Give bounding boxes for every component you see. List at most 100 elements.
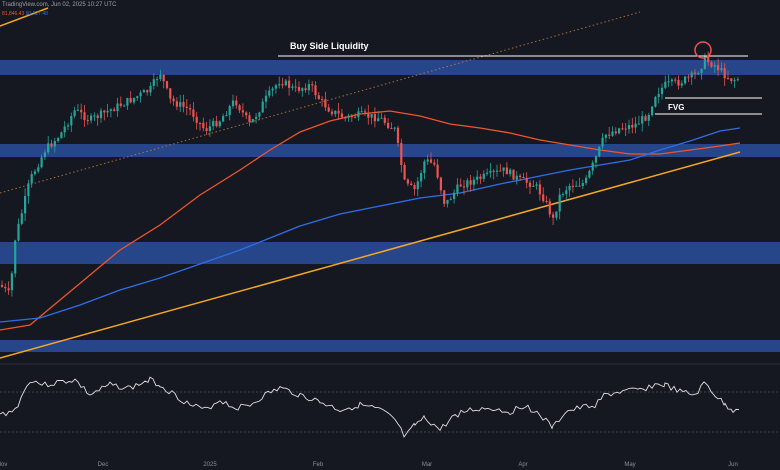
x-tick-may: May xyxy=(624,462,635,468)
candle-body-20 xyxy=(63,126,66,133)
candle-body-149 xyxy=(489,170,492,173)
candle-body-109 xyxy=(357,111,360,118)
candle-body-155 xyxy=(509,169,512,175)
candle-body-122 xyxy=(400,143,403,165)
candle-body-167 xyxy=(548,201,551,215)
candle-body-50 xyxy=(162,74,165,82)
candle-body-63 xyxy=(205,128,208,131)
candle-body-177 xyxy=(581,183,584,186)
candle-body-86 xyxy=(281,84,284,86)
x-tick-feb: Feb xyxy=(313,462,324,468)
candle-body-204 xyxy=(670,79,673,82)
candle-body-111 xyxy=(363,111,367,113)
candle-body-184 xyxy=(604,134,607,138)
candle-body-95 xyxy=(311,84,314,86)
candle-body-98 xyxy=(321,99,324,101)
candle-body-188 xyxy=(618,128,621,134)
candle-body-145 xyxy=(476,176,479,180)
candle-body-112 xyxy=(367,112,370,118)
candle-body-15 xyxy=(47,143,50,153)
zone-2 xyxy=(0,144,780,157)
candle-body-60 xyxy=(195,116,198,123)
fvg-label: FVG xyxy=(668,103,684,112)
candle-body-66 xyxy=(215,120,218,127)
candle-body-5 xyxy=(14,240,17,274)
candle-body-223 xyxy=(733,80,736,82)
candle-body-69 xyxy=(225,115,228,117)
candle-body-6 xyxy=(17,223,20,241)
candle-body-30 xyxy=(96,115,99,118)
candle-body-85 xyxy=(278,84,281,86)
candle-body-14 xyxy=(43,152,46,158)
candle-body-165 xyxy=(542,194,545,201)
candle-body-191 xyxy=(627,125,631,130)
candle-body-102 xyxy=(334,110,337,115)
x-tick-2025: 2025 xyxy=(203,462,217,468)
candle-body-64 xyxy=(208,126,211,131)
candle-body-156 xyxy=(512,169,515,180)
candle-body-43 xyxy=(139,92,142,97)
candle-body-29 xyxy=(93,115,96,117)
candle-body-90 xyxy=(294,86,297,88)
ma-legend-value-1: 81,846.43 xyxy=(2,11,25,17)
candle-body-89 xyxy=(291,86,294,88)
candle-body-136 xyxy=(446,199,449,204)
candle-body-92 xyxy=(301,88,304,91)
candle-body-107 xyxy=(350,115,353,118)
candle-body-198 xyxy=(651,106,654,115)
candle-body-140 xyxy=(459,184,462,187)
candle-body-17 xyxy=(53,141,56,147)
candle-body-199 xyxy=(654,97,657,107)
candle-body-202 xyxy=(664,81,667,88)
candle-body-164 xyxy=(538,184,541,195)
candle-body-65 xyxy=(212,120,215,127)
candle-body-32 xyxy=(103,110,106,113)
candle-body-37 xyxy=(119,103,122,106)
candle-body-154 xyxy=(505,167,508,175)
candle-body-77 xyxy=(251,119,254,123)
candle-body-13 xyxy=(40,157,43,168)
candle-body-96 xyxy=(314,85,317,96)
candle-body-159 xyxy=(522,177,525,178)
candle-body-72 xyxy=(235,100,238,106)
candle-body-9 xyxy=(27,183,30,196)
ma-200-line xyxy=(0,127,741,323)
candle-body-187 xyxy=(614,131,617,134)
candle-body-31 xyxy=(99,110,103,119)
candle-body-171 xyxy=(561,194,565,196)
candle-body-175 xyxy=(575,185,578,187)
candle-body-153 xyxy=(502,167,505,171)
candle-body-137 xyxy=(449,199,452,201)
candle-body-203 xyxy=(667,81,670,83)
candle-body-189 xyxy=(621,128,624,130)
candle-body-115 xyxy=(377,118,380,122)
candle-body-101 xyxy=(330,111,334,115)
candle-body-93 xyxy=(304,88,307,91)
candle-body-144 xyxy=(472,179,475,185)
candle-body-125 xyxy=(410,183,413,185)
candle-body-163 xyxy=(535,184,538,186)
candle-body-10 xyxy=(30,174,33,184)
candle-body-181 xyxy=(594,156,598,163)
candle-body-67 xyxy=(218,121,221,127)
candle-body-75 xyxy=(245,112,248,116)
candle-body-18 xyxy=(57,138,60,141)
candle-body-186 xyxy=(611,131,614,136)
candle-body-46 xyxy=(149,86,152,93)
candle-body-121 xyxy=(396,127,400,143)
candle-body-160 xyxy=(525,177,528,183)
support-trendline xyxy=(0,151,741,359)
candle-body-195 xyxy=(641,116,644,124)
candle-body-208 xyxy=(684,76,687,84)
candle-body-127 xyxy=(416,181,419,190)
candle-body-53 xyxy=(172,98,175,102)
x-tick-dec: Dec xyxy=(98,462,109,468)
channel-line xyxy=(0,11,641,194)
candle-body-147 xyxy=(482,173,485,179)
candle-body-214 xyxy=(703,56,706,69)
top-trendline xyxy=(0,7,49,27)
candle-body-176 xyxy=(578,185,581,187)
candle-body-128 xyxy=(420,173,423,182)
candle-body-88 xyxy=(288,80,291,88)
x-tick-nov: Nov xyxy=(0,462,7,468)
